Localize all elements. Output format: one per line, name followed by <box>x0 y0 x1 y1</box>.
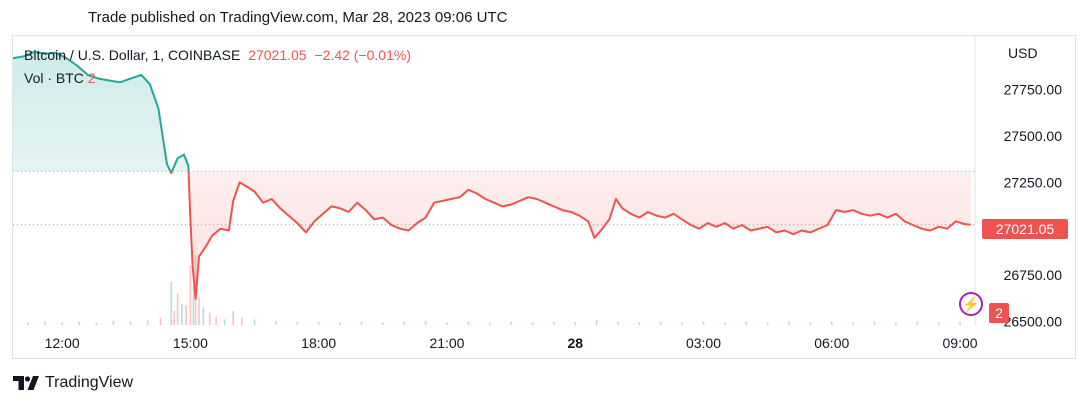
volume-bar <box>745 321 748 325</box>
volume-bar <box>215 316 217 325</box>
volume-bar <box>959 321 961 325</box>
volume-bar <box>61 322 63 325</box>
volume-bar <box>198 297 200 325</box>
x-tick-label: 09:00 <box>943 335 978 351</box>
volume-bar <box>78 321 81 325</box>
volume-bar <box>382 322 384 325</box>
volume-bar <box>873 321 876 325</box>
last-price-badge: 27021.05 <box>982 219 1068 239</box>
volume-bar <box>189 265 192 325</box>
volume-bar <box>112 320 115 325</box>
x-tick-label: 21:00 <box>429 335 464 351</box>
y-tick-label: 27750.00 <box>1004 82 1063 98</box>
volume-bar <box>296 321 299 325</box>
tradingview-logo-icon <box>13 376 39 390</box>
volume-bar <box>895 322 897 325</box>
y-tick-label: 27250.00 <box>1004 174 1063 190</box>
volume-bar <box>488 322 491 325</box>
volume-bar <box>232 311 234 325</box>
y-tick-label: 26750.00 <box>1004 267 1063 283</box>
volume-bar <box>27 322 29 325</box>
volume-bar <box>574 322 577 325</box>
symbol-name[interactable]: Bitcoin / U.S. Dollar, 1, COINBASE <box>24 47 241 63</box>
x-tick-label: 28 <box>567 335 583 351</box>
volume-bar <box>937 322 940 325</box>
volume-bar <box>170 281 172 325</box>
x-tick-label: 18:00 <box>301 335 336 351</box>
volume-bar <box>146 320 149 325</box>
area-below-baseline <box>13 171 971 300</box>
x-tick-label: 12:00 <box>45 335 80 351</box>
brand-name: TradingView <box>45 374 134 391</box>
last-price: 27021.05 <box>248 47 307 63</box>
price-line-above <box>13 50 190 172</box>
volume-bar <box>617 321 619 325</box>
volume-bar <box>339 322 341 325</box>
volume-bar <box>275 320 277 325</box>
volume-bar <box>360 321 363 325</box>
published-caption: Trade published on TradingView.com, Mar … <box>88 9 508 26</box>
volume-bar <box>159 318 162 325</box>
volume-bar <box>208 312 211 325</box>
price-change: −2.42 (−0.01%) <box>314 47 411 63</box>
volume-bar <box>852 322 854 325</box>
volume-bar <box>830 321 833 325</box>
volume-bar <box>202 307 205 325</box>
x-tick-label: 03:00 <box>686 335 721 351</box>
volume-bar <box>553 321 555 325</box>
volume-legend: Vol · BTC 2 <box>24 70 96 86</box>
area-above-baseline <box>13 51 971 172</box>
y-tick-label: 26500.00 <box>1004 313 1063 329</box>
volume-bar <box>916 321 919 325</box>
lightning-icon[interactable]: ⚡ <box>959 292 983 316</box>
price-line-below <box>169 171 971 301</box>
volume-bar <box>809 322 812 325</box>
volume-bar <box>531 322 534 325</box>
volume-bar <box>424 320 427 325</box>
volume-bar <box>681 322 683 325</box>
volume-bar <box>702 321 705 325</box>
volume-bar <box>192 286 195 325</box>
volume-bar <box>240 318 243 325</box>
volume-bar <box>181 304 183 325</box>
volume-bar <box>403 321 406 325</box>
x-tick-label: 06:00 <box>814 335 849 351</box>
symbol-legend: Bitcoin / U.S. Dollar, 1, COINBASE 27021… <box>24 47 415 63</box>
volume-bar <box>446 322 448 325</box>
volume-bar <box>510 321 512 325</box>
volume-bar <box>659 321 662 325</box>
chart-frame[interactable] <box>12 35 1076 359</box>
volume-value: 2 <box>87 70 96 86</box>
volume-bar <box>129 321 132 325</box>
volume-bar <box>788 321 790 325</box>
volume-bar <box>223 319 226 325</box>
x-tick-label: 15:00 <box>173 335 208 351</box>
volume-bar <box>185 305 187 325</box>
volume-bar <box>595 320 598 325</box>
volume-bar <box>724 322 726 325</box>
volume-bar <box>766 322 769 325</box>
volume-bar <box>253 319 256 325</box>
volume-bar <box>176 293 179 325</box>
volume-bar <box>317 321 320 325</box>
brand[interactable]: TradingView <box>13 374 133 392</box>
volume-bar <box>44 321 46 325</box>
currency-label[interactable]: USD <box>1008 45 1038 61</box>
volume-bar <box>95 322 98 325</box>
volume-bar <box>173 311 175 325</box>
volume-bar <box>467 321 470 325</box>
volume-badge: 2 <box>989 303 1009 323</box>
volume-label[interactable]: Vol · BTC <box>24 70 84 86</box>
y-tick-label: 27500.00 <box>1004 128 1063 144</box>
volume-bar <box>638 322 641 325</box>
